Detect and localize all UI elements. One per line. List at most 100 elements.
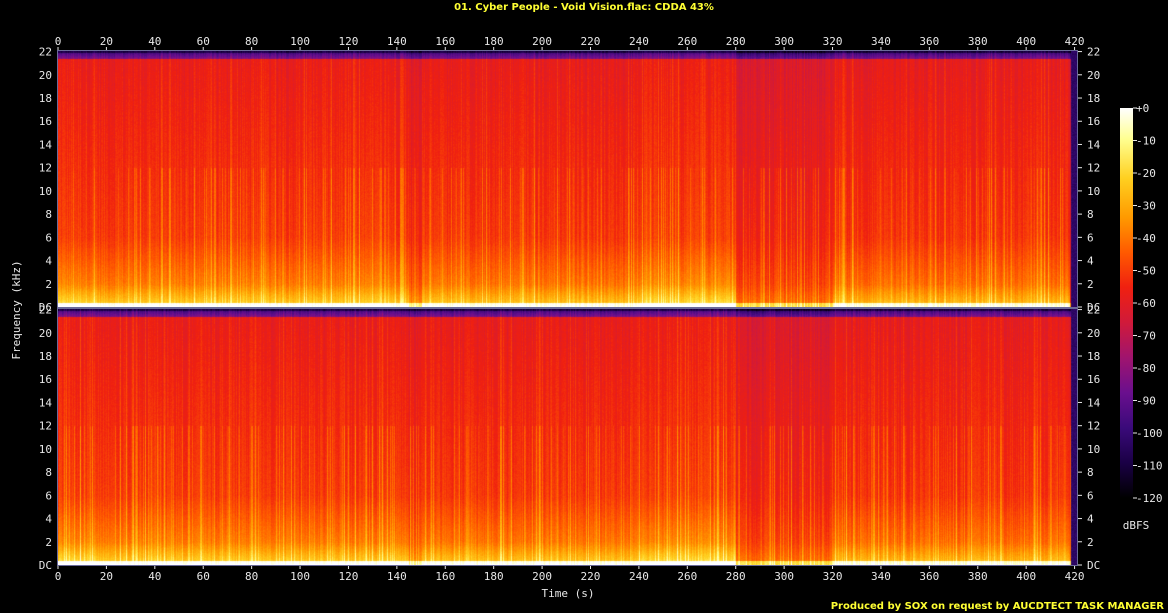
y-tick-left-label: DC xyxy=(39,559,52,572)
y-tick-left-label: 22 xyxy=(39,304,52,317)
y-tick-left-label: 8 xyxy=(45,466,52,479)
y-tick-right-label: 14 xyxy=(1087,138,1101,151)
y-tick-left-label: 10 xyxy=(39,185,52,198)
x-tick-top-label: 120 xyxy=(339,35,359,48)
y-tick-right-label: 6 xyxy=(1087,489,1094,502)
x-ticks-bottom: 0 20 40 60 80 100 120 140 160 180 200 220 240 260 280 3… xyxy=(55,566,1085,583)
x-tick-top-label: 0 xyxy=(55,35,62,48)
colorbar-gradient xyxy=(1120,108,1133,498)
colorbar-ticks: +0 -10 -20 -30 -40 -50 -60 -70 -80 -90 -100 -110 -12… xyxy=(1133,102,1163,505)
y-tick-right-label: 4 xyxy=(1087,513,1094,526)
y-tick-left-label: 14 xyxy=(39,138,53,151)
colorbar-tick-label: -20 xyxy=(1136,167,1156,180)
x-tick-bottom-label: 0 xyxy=(55,570,62,583)
y-tick-right-label: 16 xyxy=(1087,115,1100,128)
x-tick-top-label: 420 xyxy=(1065,35,1085,48)
x-tick-bottom-label: 100 xyxy=(290,570,310,583)
colorbar-tick-label: -50 xyxy=(1136,265,1156,278)
x-tick-top-label: 40 xyxy=(148,35,161,48)
x-axis-label: Time (s) xyxy=(542,587,595,600)
y-tick-left-label: 6 xyxy=(45,489,52,502)
x-tick-bottom-label: 140 xyxy=(387,570,407,583)
x-tick-bottom-label: 200 xyxy=(532,570,552,583)
x-tick-bottom-label: 80 xyxy=(245,570,258,583)
y-tick-right-label: 22 xyxy=(1087,304,1100,317)
colorbar-tick-label: -100 xyxy=(1136,427,1163,440)
x-tick-bottom-label: 180 xyxy=(484,570,504,583)
spectrogram-channel-2 xyxy=(58,309,1077,565)
y-axis-label: Frequency (kHz) xyxy=(10,260,23,359)
y-tick-right-label: DC xyxy=(1087,301,1100,314)
x-tick-bottom-label: 40 xyxy=(148,570,161,583)
colorbar-tick-label: -120 xyxy=(1136,492,1163,505)
y-tick-left-label: 22 xyxy=(39,46,52,59)
y-tick-right-label: 18 xyxy=(1087,350,1100,363)
x-tick-top-label: 160 xyxy=(435,35,455,48)
y-tick-right-label: 20 xyxy=(1087,69,1100,82)
colorbar-tick-label: -60 xyxy=(1136,297,1156,310)
y-tick-right-label: 10 xyxy=(1087,443,1100,456)
y-tick-right-label: 22 xyxy=(1087,46,1100,59)
y-tick-left-label: 14 xyxy=(39,396,53,409)
x-tick-bottom-label: 20 xyxy=(100,570,113,583)
y-tick-left-label: 20 xyxy=(39,69,52,82)
y-tick-left-label: 2 xyxy=(45,536,52,549)
y-tick-right-label: 8 xyxy=(1087,208,1094,221)
y-tick-right-label: 18 xyxy=(1087,92,1100,105)
y-tick-left-label: 18 xyxy=(39,92,52,105)
x-tick-bottom-label: 340 xyxy=(871,570,891,583)
y-tick-right-label: 8 xyxy=(1087,466,1094,479)
x-tick-top-label: 240 xyxy=(629,35,649,48)
x-tick-bottom-label: 300 xyxy=(774,570,794,583)
x-tick-top-label: 300 xyxy=(774,35,794,48)
colorbar-tick-label: -70 xyxy=(1136,330,1156,343)
y-tick-right-label: 2 xyxy=(1087,278,1094,291)
panel-frame-2 xyxy=(57,308,1078,566)
colorbar-tick-label: +0 xyxy=(1136,102,1149,115)
chart-title: 01. Cyber People - Void Vision.flac: CDD… xyxy=(454,2,714,13)
x-ticks-top: 0 20 40 60 80 100 120 140 160 180 200 220 240 260 280 3… xyxy=(55,35,1085,50)
spectrogram-heatmap xyxy=(58,51,1077,565)
x-tick-top-label: 100 xyxy=(290,35,310,48)
y-tick-left-label: 16 xyxy=(39,373,52,386)
y-tick-right-label: 12 xyxy=(1087,420,1100,433)
x-tick-bottom-label: 120 xyxy=(339,570,359,583)
x-tick-top-label: 60 xyxy=(197,35,210,48)
x-tick-top-label: 280 xyxy=(726,35,746,48)
x-tick-top-label: 200 xyxy=(532,35,552,48)
colorbar-tick-label: -110 xyxy=(1136,460,1163,473)
x-tick-top-label: 360 xyxy=(919,35,939,48)
x-tick-top-label: 320 xyxy=(823,35,843,48)
x-tick-top-label: 180 xyxy=(484,35,504,48)
x-tick-bottom-label: 400 xyxy=(1016,570,1036,583)
colorbar: +0 -10 -20 -30 -40 -50 -60 -70 -80 -90 -100 -110 -12… xyxy=(1120,102,1163,532)
x-tick-bottom-label: 320 xyxy=(823,570,843,583)
x-tick-bottom-label: 220 xyxy=(581,570,601,583)
x-tick-top-label: 260 xyxy=(677,35,697,48)
y-tick-right-label: 14 xyxy=(1087,396,1101,409)
y-tick-right-label: 20 xyxy=(1087,327,1100,340)
y-tick-right-label: DC xyxy=(1087,559,1100,572)
plot-frames xyxy=(57,50,1078,566)
x-tick-bottom-label: 160 xyxy=(435,570,455,583)
y-tick-left-label: 20 xyxy=(39,327,52,340)
y-tick-left-label: 4 xyxy=(45,255,52,268)
colorbar-tick-label: -30 xyxy=(1136,200,1156,213)
colorbar-label: dBFS xyxy=(1123,519,1150,532)
x-tick-top-label: 380 xyxy=(968,35,988,48)
y-tick-left-label: 12 xyxy=(39,420,52,433)
colorbar-tick-label: -90 xyxy=(1136,395,1156,408)
x-tick-top-label: 80 xyxy=(245,35,258,48)
x-tick-top-label: 400 xyxy=(1016,35,1036,48)
y-tick-left-label: 16 xyxy=(39,115,52,128)
x-tick-bottom-label: 260 xyxy=(677,570,697,583)
x-tick-bottom-label: 60 xyxy=(197,570,210,583)
x-tick-bottom-label: 380 xyxy=(968,570,988,583)
x-tick-top-label: 140 xyxy=(387,35,407,48)
x-tick-bottom-label: 240 xyxy=(629,570,649,583)
spectrogram-channel-1 xyxy=(58,51,1077,307)
y-tick-left-label: 6 xyxy=(45,231,52,244)
colorbar-tick-label: -80 xyxy=(1136,362,1156,375)
